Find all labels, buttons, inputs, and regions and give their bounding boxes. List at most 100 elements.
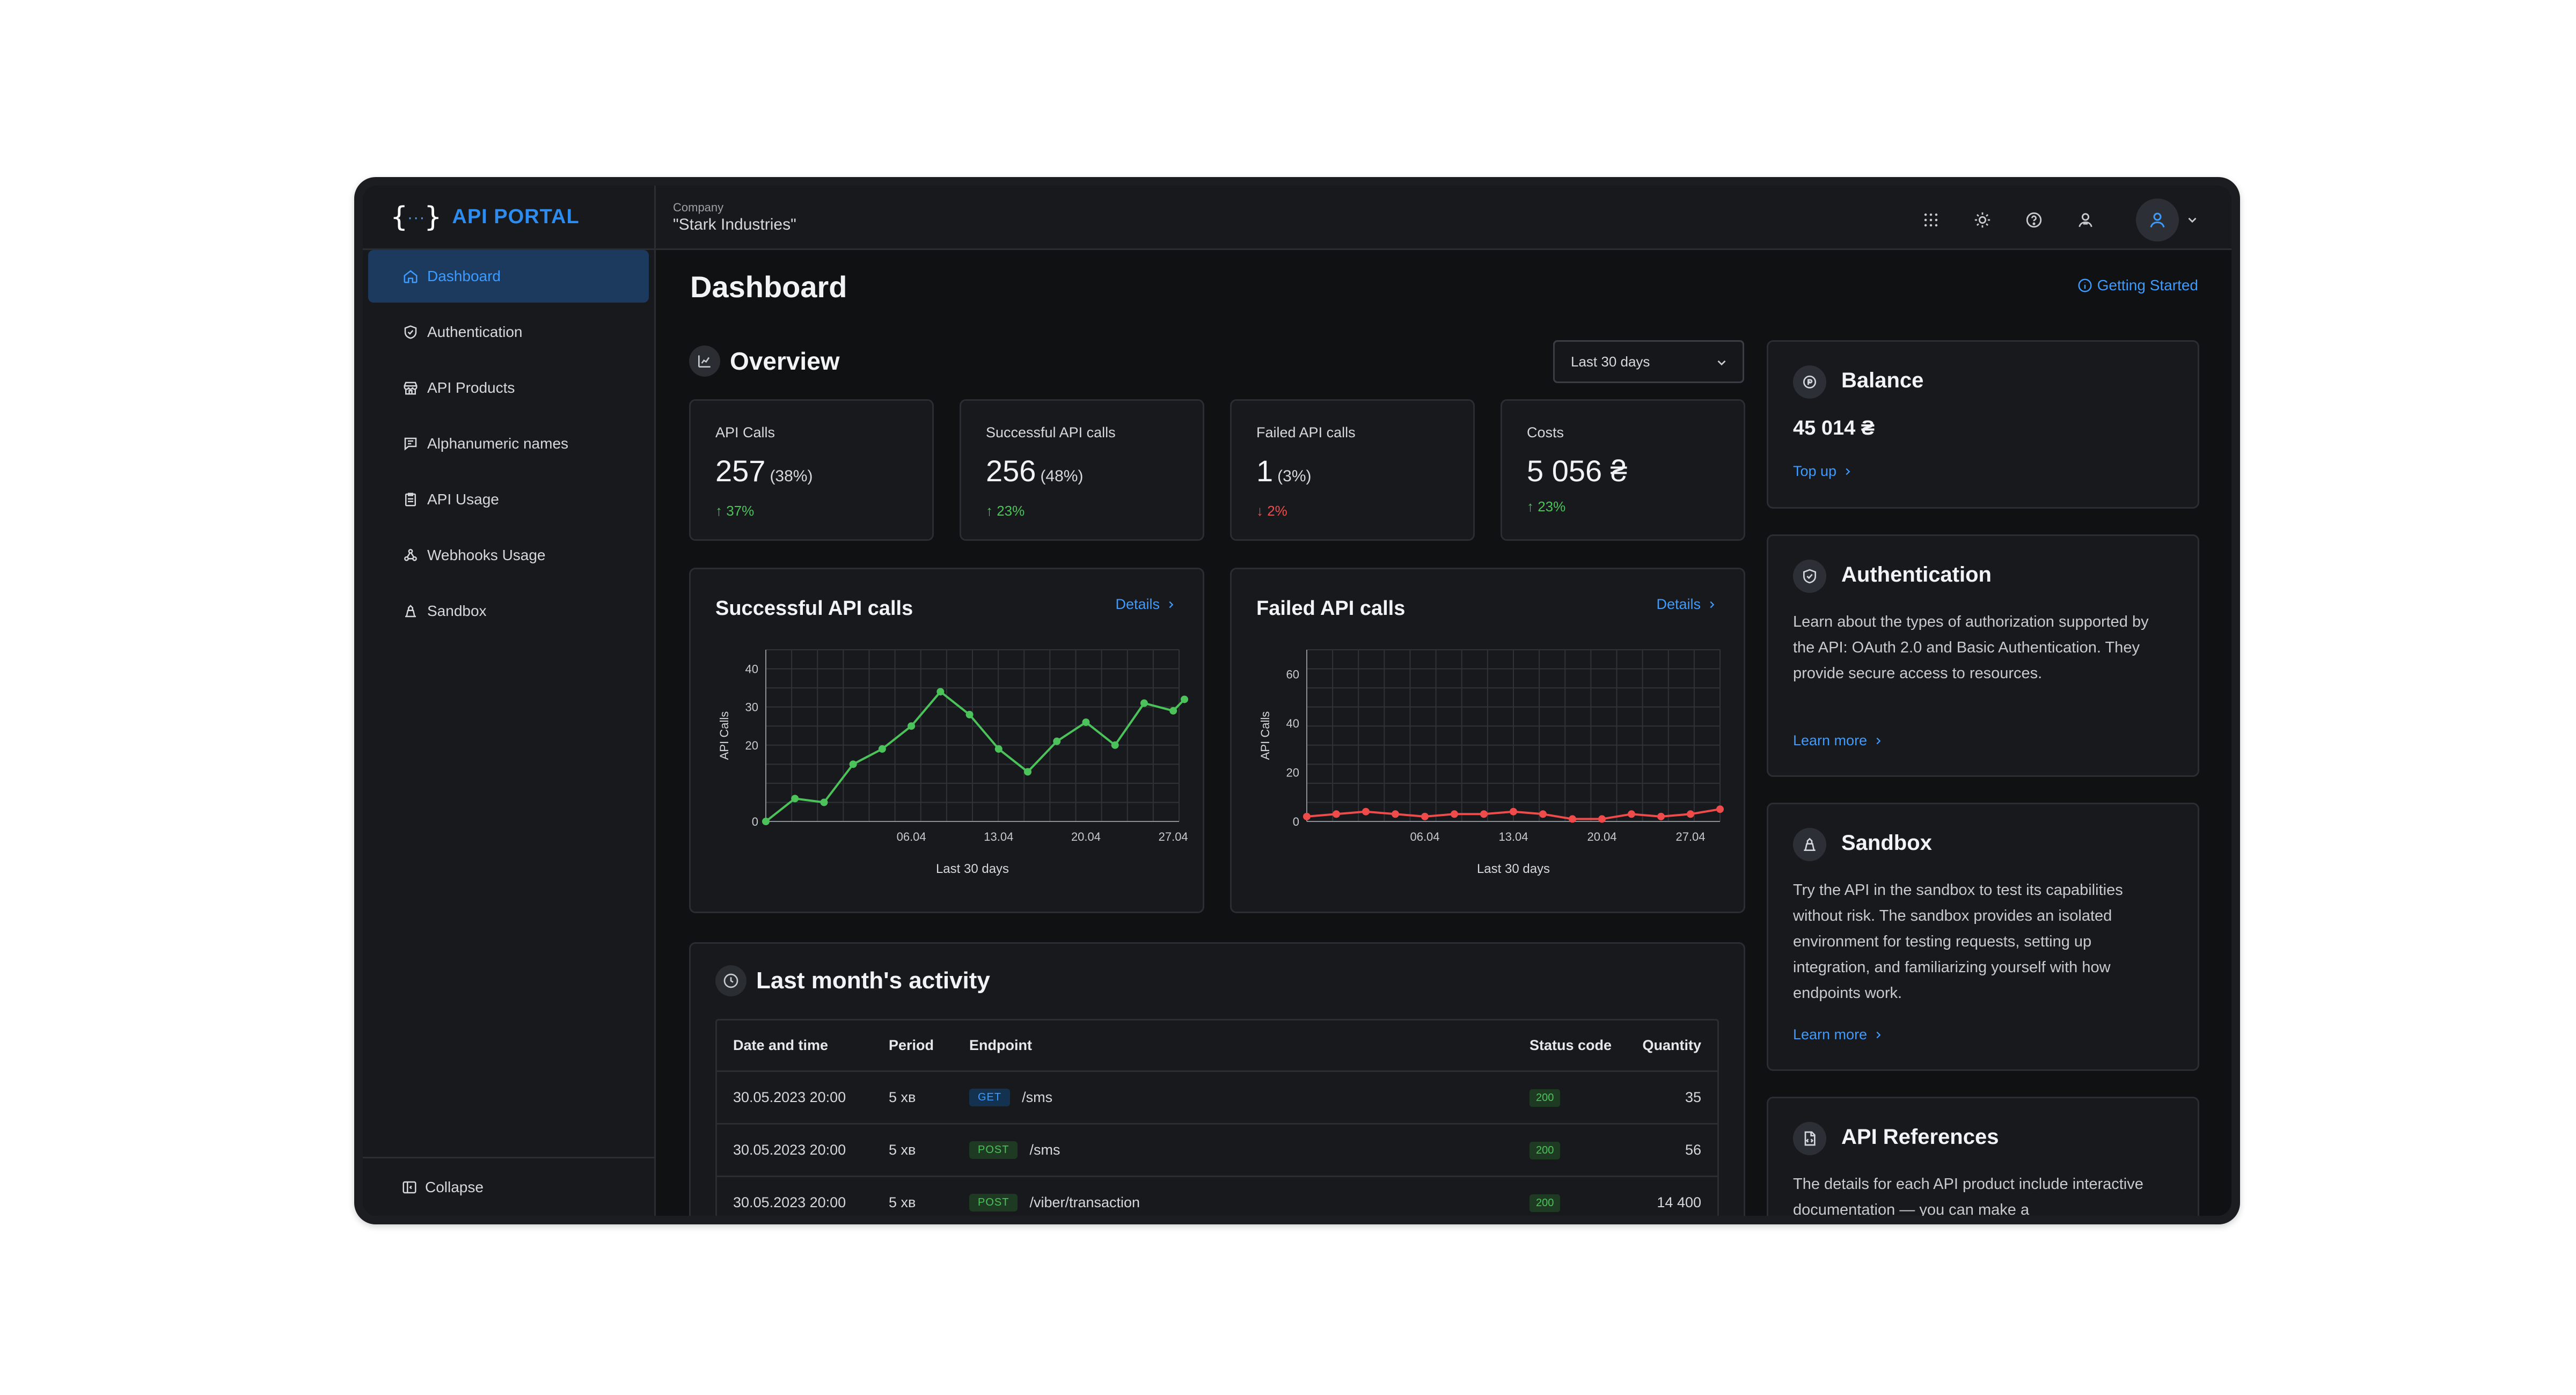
column-header[interactable]: Period — [889, 1037, 934, 1053]
table-row[interactable]: 30.05.2023 20:00 5 хв POST/viber/transac… — [717, 1177, 1717, 1216]
sidebar-item-alphanumeric-names[interactable]: Alphanumeric names — [368, 417, 649, 470]
stat-card-successful-calls[interactable]: Successful API calls 256 (48%) ↑ 23% — [960, 399, 1204, 541]
sidebar-item-label: API Usage — [427, 491, 499, 508]
account-menu[interactable] — [2136, 199, 2199, 241]
cell-period: 5 хв — [889, 1089, 916, 1105]
sidebar-item-authentication[interactable]: Authentication — [368, 306, 649, 358]
data-point — [1024, 768, 1032, 776]
sidebar-item-dashboard[interactable]: Dashboard — [368, 250, 649, 303]
shield-check-icon — [401, 323, 420, 341]
table-row[interactable]: 30.05.2023 20:00 5 хв POST/sms 200 56 — [717, 1125, 1717, 1177]
activity-table: Date and time Period Endpoint Status cod… — [715, 1019, 1719, 1216]
endpoint-path: /sms — [1029, 1142, 1060, 1158]
endpoint-path: /sms — [1022, 1089, 1053, 1105]
stat-card-api-calls[interactable]: API Calls 257 (38%) ↑ 37% — [689, 399, 934, 541]
cell-quantity: 56 — [1685, 1142, 1701, 1158]
endpoint-path: /viber/transaction — [1029, 1194, 1140, 1210]
column-header[interactable]: Status code — [1529, 1037, 1612, 1053]
logo[interactable]: {···} API PORTAL — [363, 186, 654, 250]
data-point — [1480, 810, 1488, 818]
method-badge: POST — [969, 1141, 1018, 1159]
chart-grid — [1306, 649, 1721, 822]
sidebar-item-label: Dashboard — [427, 268, 501, 284]
y-tick-label: 40 — [745, 663, 758, 676]
message-icon — [401, 435, 420, 453]
top-up-link[interactable]: Top up — [1793, 463, 1854, 480]
stat-label: Costs — [1527, 424, 1564, 440]
authentication-card: Authentication Learn about the types of … — [1767, 534, 2199, 777]
authentication-learn-more[interactable]: Learn more — [1793, 732, 1884, 749]
user-switch-icon[interactable] — [2073, 207, 2098, 233]
data-point — [908, 722, 916, 730]
help-icon[interactable] — [2021, 207, 2047, 233]
app-name: API PORTAL — [452, 205, 580, 228]
x-tick-label: 27.04 — [1159, 830, 1188, 843]
sidebar-item-label: Authentication — [427, 324, 523, 340]
cell-date: 30.05.2023 20:00 — [733, 1142, 846, 1158]
x-tick-label: 20.04 — [1587, 830, 1616, 843]
webhook-icon — [401, 546, 420, 564]
cell-quantity: 35 — [1685, 1089, 1701, 1105]
app-window: {···} API PORTAL Dashboard Authenticatio… — [363, 186, 2231, 1216]
balance-card: Balance 45 014 ₴ Top up — [1767, 340, 2199, 509]
stat-trend: ↑ 37% — [715, 503, 755, 519]
details-link[interactable]: Details — [1656, 596, 1718, 613]
x-tick-label: 13.04 — [1498, 830, 1528, 843]
stat-value: 1 (3%) — [1256, 453, 1312, 488]
balance-title: Balance — [1841, 369, 1924, 392]
chevron-right-icon — [1710, 601, 1715, 608]
collapse-button[interactable]: Collapse — [363, 1157, 654, 1216]
details-label: Details — [1115, 596, 1160, 612]
collapse-icon — [402, 1181, 416, 1193]
sidebar-item-api-products[interactable]: API Products — [368, 362, 649, 414]
chart-title: Failed API calls — [1256, 597, 1406, 620]
getting-started-link[interactable]: Getting Started — [2077, 277, 2198, 294]
stat-card-failed-calls[interactable]: Failed API calls 1 (3%) ↓ 2% — [1230, 399, 1475, 541]
stat-value: 257 (38%) — [715, 453, 813, 488]
y-axis-label: API Calls — [1258, 711, 1272, 760]
sidebar-item-webhooks-usage[interactable]: Webhooks Usage — [368, 529, 649, 582]
column-header[interactable]: Quantity — [1642, 1037, 1701, 1053]
apps-grid-icon[interactable] — [1918, 207, 1944, 233]
cell-endpoint: POST/sms — [969, 1141, 1529, 1159]
data-point — [1082, 718, 1090, 726]
stat-card-costs[interactable]: Costs 5 056 ₴ ↑ 23% — [1501, 399, 1745, 541]
data-point — [1598, 815, 1606, 823]
sandbox-title: Sandbox — [1841, 831, 1932, 855]
x-tick-label: 06.04 — [897, 830, 926, 843]
activity-header: Last month's activity — [715, 965, 990, 996]
column-header[interactable]: Date and time — [733, 1037, 829, 1053]
stat-number: 5 056 ₴ — [1527, 454, 1627, 488]
data-point — [1539, 810, 1547, 818]
chart-title: Successful API calls — [715, 597, 913, 620]
data-point — [1421, 812, 1429, 820]
authentication-text: Learn about the types of authorization s… — [1793, 613, 2149, 682]
coin-icon — [1793, 365, 1826, 399]
column-header[interactable]: Endpoint — [969, 1037, 1032, 1053]
sidebar: {···} API PORTAL Dashboard Authenticatio… — [363, 186, 656, 1216]
company-name: "Stark Industries" — [673, 215, 796, 233]
api-references-text: The details for each API product include… — [1793, 1176, 2143, 1216]
home-icon — [401, 267, 420, 285]
learn-more-label: Learn more — [1793, 732, 1868, 748]
data-point — [965, 710, 974, 718]
sandbox-icon — [401, 602, 420, 620]
sidebar-nav: Dashboard Authentication API Products Al… — [363, 250, 654, 637]
data-point — [1140, 699, 1148, 707]
sidebar-item-api-usage[interactable]: API Usage — [368, 473, 649, 526]
sidebar-item-label: API Products — [427, 379, 515, 396]
table-row[interactable]: 30.05.2023 20:00 5 хв GET/sms 200 35 — [717, 1072, 1717, 1125]
collapse-label: Collapse — [425, 1178, 484, 1195]
sandbox-learn-more[interactable]: Learn more — [1793, 1026, 1884, 1043]
sun-icon[interactable] — [1970, 207, 1995, 233]
sidebar-item-sandbox[interactable]: Sandbox — [368, 585, 649, 637]
details-link[interactable]: Details — [1115, 596, 1177, 613]
dashboard-content: Dashboard Getting Started Overview Last … — [656, 250, 2231, 1216]
period-select[interactable]: Last 30 days — [1553, 340, 1744, 383]
stat-trend: ↑ 23% — [1527, 498, 1566, 515]
activity-card: Last month's activity Date and time Peri… — [689, 942, 1745, 1216]
device-frame: {···} API PORTAL Dashboard Authenticatio… — [354, 177, 2240, 1224]
company-switcher[interactable]: Company "Stark Industries" — [673, 201, 796, 234]
data-point — [1181, 695, 1188, 703]
data-point — [1333, 810, 1340, 818]
